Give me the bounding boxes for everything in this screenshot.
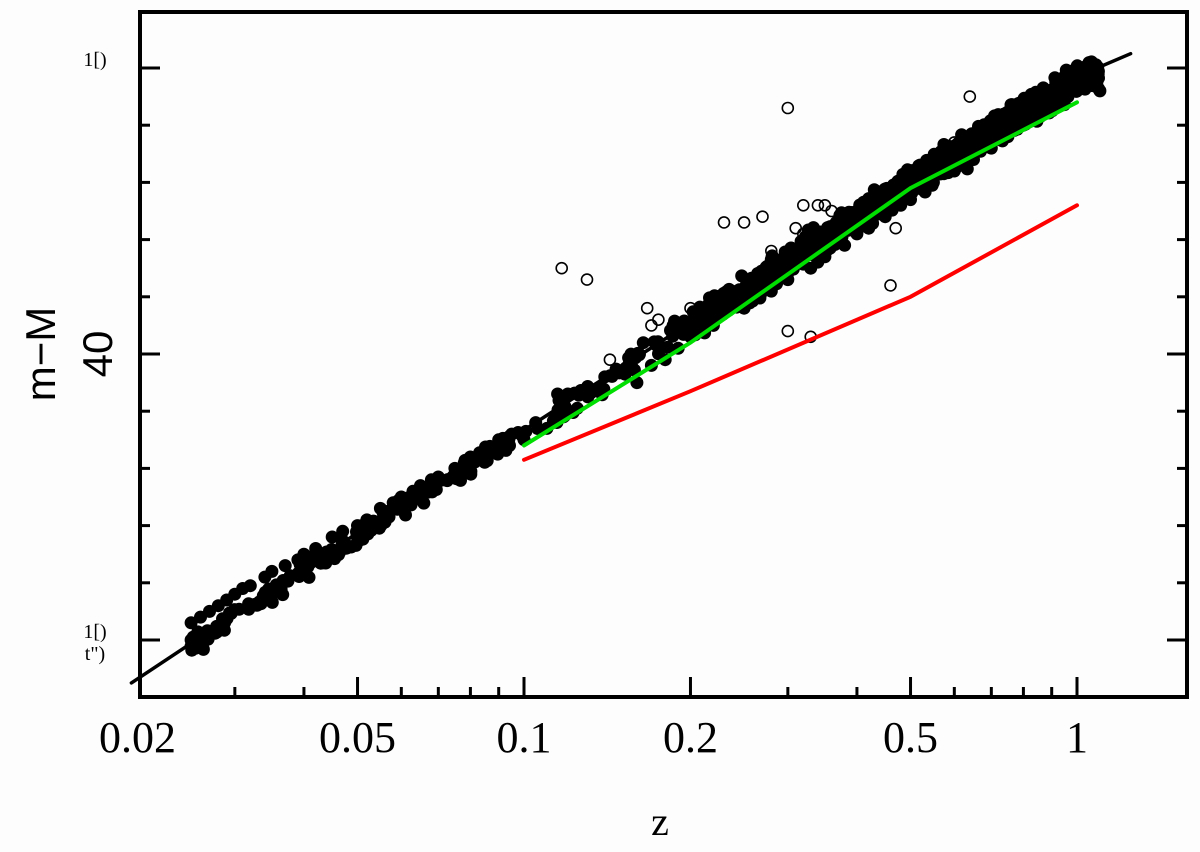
- data-point: [999, 123, 1013, 137]
- outlier-point: [640, 301, 654, 315]
- y-tick-label: t"): [85, 643, 105, 665]
- data-point: [302, 570, 316, 584]
- y-tick-label: 1[): [83, 621, 106, 643]
- y-axis-label: m−M: [17, 307, 64, 402]
- x-tick-label: 0.05: [319, 713, 396, 762]
- outlier-point: [963, 90, 977, 103]
- data-point: [243, 579, 257, 593]
- x-axis-label: z: [651, 799, 669, 844]
- data-point: [636, 336, 650, 350]
- x-tick-label: 0.02: [99, 713, 176, 762]
- data-point: [325, 530, 339, 544]
- outlier-point: [796, 199, 810, 212]
- x-tick-label: 0.1: [497, 713, 552, 762]
- red-model-line: [522, 203, 1079, 462]
- open-points: [555, 73, 1081, 424]
- outlier-point: [717, 216, 731, 229]
- data-point: [1005, 98, 1019, 112]
- data-point: [278, 559, 292, 573]
- x-tick-label: 0.5: [883, 713, 938, 762]
- data-point: [708, 289, 721, 303]
- outlier-point: [904, 181, 917, 195]
- axis-tick-labels: 0.02 0.05 0.1 0.2 0.5 11[)401[)t"): [74, 49, 1088, 762]
- data-point: [265, 564, 279, 578]
- outlier-point: [781, 324, 795, 338]
- x-tick-label: 1: [1066, 713, 1088, 762]
- data-point: [661, 340, 675, 354]
- outlier-point: [764, 244, 778, 258]
- data-point: [276, 588, 290, 602]
- outlier-point: [889, 221, 903, 235]
- outlier-point: [804, 230, 818, 243]
- outlier-point: [884, 279, 897, 292]
- outlier-point: [873, 193, 887, 206]
- outlier-point: [811, 199, 825, 212]
- x-tick-label: 0.2: [663, 713, 718, 762]
- outlier-point: [652, 313, 665, 327]
- outlier-point: [756, 210, 769, 223]
- data-point: [349, 538, 363, 552]
- axis-ticks: [140, 66, 1187, 697]
- outlier-point: [781, 267, 795, 281]
- y-tick-label: 40: [74, 331, 121, 378]
- data-point: [184, 616, 198, 630]
- data-point: [1030, 103, 1044, 117]
- data-point: [361, 527, 375, 541]
- outlier-point: [555, 261, 569, 275]
- outlier-point: [781, 101, 795, 115]
- outlier-point: [984, 124, 998, 138]
- data-point: [960, 162, 974, 176]
- y-tick-label: 1[): [83, 49, 106, 71]
- best-fit-line: [129, 51, 1133, 685]
- green-model-line: [522, 100, 1079, 448]
- outlier-point: [684, 301, 697, 315]
- outlier-point: [603, 353, 617, 367]
- outlier-point: [947, 136, 961, 149]
- outlier-point: [796, 227, 810, 241]
- fit-lines: [129, 51, 1133, 685]
- data-point: [1070, 60, 1084, 74]
- outlier-point: [580, 273, 594, 286]
- outlier-point: [825, 204, 838, 218]
- outlier-point: [737, 216, 751, 229]
